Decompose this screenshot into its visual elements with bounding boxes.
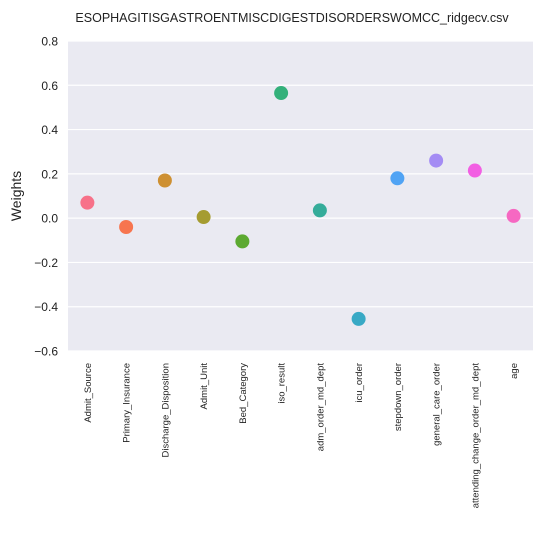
y-axis-label: Weights (8, 171, 24, 221)
chart-title: ESOPHAGITISGASTROENTMISCDIGESTDISORDERSW… (75, 11, 509, 25)
y-tick-label: −0.4 (34, 300, 58, 314)
y-tick-label: 0.2 (41, 167, 58, 181)
y-tick-label: −0.6 (34, 345, 58, 359)
y-tick-label: 0.6 (41, 79, 58, 93)
plot-area (68, 41, 533, 351)
x-tick-label: icu_order (354, 363, 365, 403)
y-axis-ticks: −0.6 −0.4 −0.2 0.0 0.2 0.4 0.6 0.8 (34, 35, 58, 359)
y-tick-label: 0.0 (41, 212, 58, 226)
data-point (119, 220, 134, 234)
x-tick-label: Primary_Insurance (122, 363, 133, 443)
data-point (312, 203, 327, 218)
data-point (80, 195, 95, 210)
x-tick-label: Admit_Unit (199, 363, 210, 410)
x-tick-label: Bed_Category (238, 363, 249, 424)
x-tick-label: Discharge_Disposition (160, 363, 171, 458)
grid-lines (68, 40, 533, 352)
x-tick-label: iso_result (277, 363, 288, 404)
data-point (235, 234, 250, 249)
x-axis-ticks: Admit_Source Primary_Insurance Discharge_D… (83, 363, 520, 509)
x-tick-label: Admit_Source (83, 363, 94, 423)
data-point (506, 208, 521, 223)
data-point (274, 86, 289, 101)
y-tick-label: −0.2 (34, 256, 58, 270)
x-tick-label: stepdown_order (393, 363, 404, 431)
data-point (196, 210, 211, 225)
data-point (157, 173, 172, 188)
data-point (429, 153, 444, 168)
x-tick-label: age (509, 363, 520, 379)
data-point (390, 171, 405, 186)
y-tick-label: 0.4 (41, 123, 58, 137)
data-point (467, 163, 482, 178)
data-points (80, 86, 521, 326)
data-point (351, 311, 366, 326)
x-tick-label: adm_order_md_dept (315, 363, 326, 452)
y-tick-label: 0.8 (41, 35, 58, 49)
x-tick-label: attending_change_order_md_dept (470, 363, 481, 509)
x-tick-label: general_care_order (432, 363, 443, 446)
